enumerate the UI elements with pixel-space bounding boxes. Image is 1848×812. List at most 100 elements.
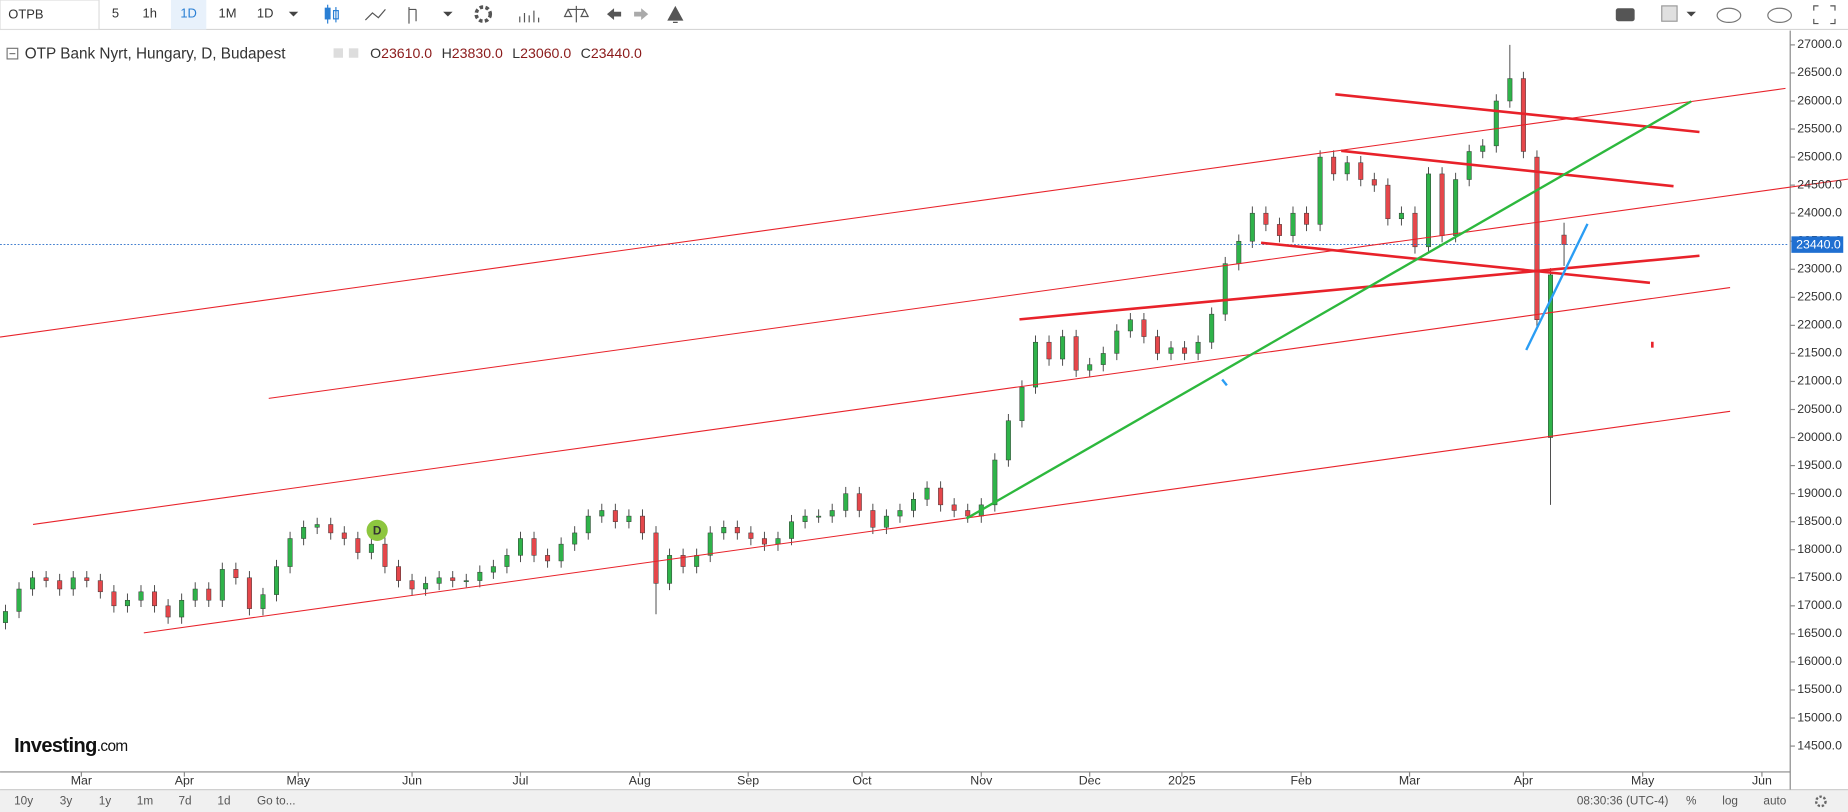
candle-body — [84, 577, 90, 581]
candle-body — [1019, 386, 1025, 421]
ohlc-key: C — [581, 45, 591, 61]
alert-icon[interactable] — [667, 5, 684, 23]
range-button[interactable]: 1d — [217, 795, 230, 808]
scale-option[interactable]: % — [1686, 795, 1697, 808]
candle-body — [1385, 184, 1391, 220]
toolbar: OTPB 5 1h 1D 1M 1D — [0, 0, 1836, 31]
candle-body — [612, 510, 618, 522]
undo-icon[interactable] — [606, 8, 622, 21]
ohlc-value: 23830.0 — [452, 45, 503, 61]
candle-body — [1493, 100, 1499, 147]
candle-body — [585, 515, 591, 534]
drawings — [0, 87, 1848, 634]
candle-body — [734, 527, 740, 534]
candle-body — [1534, 156, 1540, 320]
y-tick-label: 24500.0 — [1797, 177, 1842, 191]
y-tick-label: 16500.0 — [1797, 626, 1842, 640]
candle-body — [341, 532, 347, 539]
layout-icon[interactable] — [1661, 5, 1678, 22]
legend-icon[interactable] — [333, 48, 343, 58]
studies-icon[interactable] — [519, 10, 540, 23]
candle-body — [883, 515, 889, 528]
candle-body — [992, 459, 998, 506]
footer-settings[interactable] — [1814, 795, 1827, 808]
candle-body — [165, 605, 171, 618]
settings-icon[interactable] — [474, 5, 493, 23]
dropdown-arrow[interactable] — [443, 11, 453, 17]
candle-body — [355, 538, 361, 553]
trend-line — [965, 100, 1692, 520]
candle-body — [233, 569, 239, 579]
compare-icon[interactable] — [563, 5, 590, 23]
range-button[interactable]: 1y — [99, 795, 112, 808]
interval[interactable]: 1h — [143, 6, 157, 21]
interval[interactable]: 1M — [218, 6, 236, 21]
goto-button[interactable]: Go to... — [257, 795, 296, 808]
interval[interactable]: 1D — [257, 6, 274, 21]
range-button[interactable]: 1m — [137, 795, 154, 808]
dropdown-arrow[interactable] — [1686, 11, 1696, 17]
scale-option[interactable]: log — [1722, 795, 1738, 808]
y-tick-label: 18000.0 — [1797, 542, 1842, 556]
interval-active-bg — [170, 0, 207, 30]
candle-body — [1005, 420, 1011, 461]
candle-body — [667, 555, 673, 584]
x-tick-label: Mar — [71, 774, 92, 788]
ohlc-key: L — [512, 45, 520, 61]
ohlc-value: 23440.0 — [591, 45, 642, 61]
price-axis: 14500.0 15000.0 15500.0 16000.0 16500.0 17000… — [1790, 37, 1844, 752]
candle-body — [1290, 212, 1296, 236]
footer: 10y 3y 1y 1m 7d 1d Go to... 08:30:36 (UT… — [14, 795, 1827, 808]
candle-body — [1507, 78, 1513, 102]
candle-body — [707, 532, 713, 556]
channel-line — [32, 287, 1731, 525]
camera-icon[interactable] — [1615, 8, 1635, 22]
candle-icon[interactable] — [324, 4, 339, 24]
candle-body — [1209, 313, 1215, 343]
dividend-marker[interactable] — [366, 519, 388, 541]
candle-body — [1249, 212, 1255, 242]
candle-body — [721, 527, 727, 534]
range-button[interactable]: 10y — [14, 795, 33, 808]
y-tick-label: 26500.0 — [1797, 65, 1842, 79]
last-price-label: 23440.0 — [1796, 237, 1841, 251]
candle-body — [111, 591, 117, 607]
interval[interactable]: 1D — [180, 6, 197, 21]
legend-icon[interactable] — [348, 48, 359, 58]
dropdown-arrow[interactable] — [288, 11, 299, 17]
fullscreen-icon[interactable] — [1813, 5, 1836, 25]
x-tick-label: Mar — [1399, 774, 1420, 788]
candle-body — [504, 555, 510, 567]
candle-body — [450, 577, 456, 581]
collapse-icon[interactable] — [6, 47, 19, 60]
candle-body — [368, 543, 374, 553]
range-button[interactable]: 7d — [179, 795, 192, 808]
x-tick-label: Jul — [513, 774, 529, 788]
candle-body — [911, 499, 916, 511]
y-tick-label: 17000.0 — [1797, 598, 1842, 612]
candle-body — [761, 538, 767, 545]
symbol-box[interactable] — [0, 0, 100, 31]
candle-body — [1182, 347, 1188, 354]
range-button[interactable]: 3y — [60, 795, 73, 808]
y-tick-label: 19500.0 — [1797, 458, 1842, 472]
candle-body — [829, 510, 835, 517]
candle-body — [1033, 341, 1038, 388]
candle-body — [328, 524, 334, 534]
indicator-icon[interactable] — [408, 7, 417, 24]
candle-body — [775, 538, 781, 545]
candle-body — [789, 521, 795, 539]
scale-option[interactable]: auto — [1763, 795, 1786, 808]
candle-body — [1331, 156, 1337, 175]
candle-body — [409, 580, 415, 590]
x-tick-label: 2025 — [1168, 774, 1196, 788]
redo-icon[interactable] — [634, 8, 649, 21]
interval[interactable]: 5 — [112, 6, 119, 21]
brand-suffix: .com — [97, 738, 128, 755]
x-tick-label: Jun — [402, 774, 422, 788]
candle-body — [97, 580, 103, 593]
cloud-upload-icon[interactable] — [1767, 7, 1792, 23]
cloud-icon[interactable] — [1716, 7, 1742, 23]
y-tick-label: 22000.0 — [1797, 318, 1842, 332]
line-icon[interactable] — [364, 9, 386, 21]
